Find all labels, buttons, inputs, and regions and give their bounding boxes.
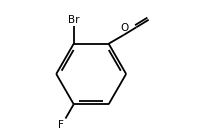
Text: F: F	[58, 120, 64, 130]
Text: O: O	[120, 23, 128, 33]
Text: Br: Br	[68, 15, 80, 25]
